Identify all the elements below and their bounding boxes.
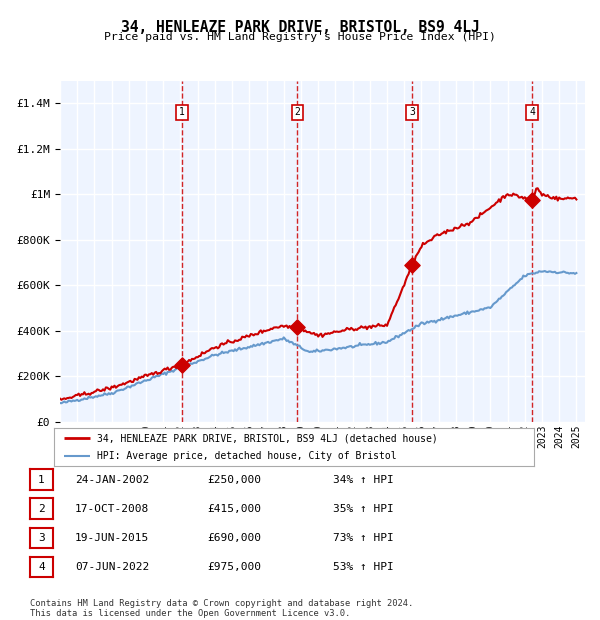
Text: 53% ↑ HPI: 53% ↑ HPI [333,562,394,572]
Text: 1: 1 [179,107,185,117]
Text: Price paid vs. HM Land Registry's House Price Index (HPI): Price paid vs. HM Land Registry's House … [104,32,496,42]
Text: 3: 3 [409,107,415,117]
Text: 4: 4 [529,107,535,117]
Text: 1: 1 [38,474,45,485]
Text: 4: 4 [38,562,45,572]
Point [407,260,417,270]
Text: £415,000: £415,000 [207,504,261,514]
Text: HPI: Average price, detached house, City of Bristol: HPI: Average price, detached house, City… [97,451,397,461]
Text: 34, HENLEAZE PARK DRIVE, BRISTOL, BS9 4LJ (detached house): 34, HENLEAZE PARK DRIVE, BRISTOL, BS9 4L… [97,433,438,443]
Point [293,322,302,332]
Text: This data is licensed under the Open Government Licence v3.0.: This data is licensed under the Open Gov… [30,609,350,618]
Text: 2: 2 [295,107,301,117]
Text: 17-OCT-2008: 17-OCT-2008 [75,504,149,514]
Text: 35% ↑ HPI: 35% ↑ HPI [333,504,394,514]
Point [527,195,537,205]
Text: 3: 3 [38,533,45,543]
Text: 2: 2 [38,503,45,514]
Text: £975,000: £975,000 [207,562,261,572]
Text: 19-JUN-2015: 19-JUN-2015 [75,533,149,543]
Text: 73% ↑ HPI: 73% ↑ HPI [333,533,394,543]
Text: £690,000: £690,000 [207,533,261,543]
Text: Contains HM Land Registry data © Crown copyright and database right 2024.: Contains HM Land Registry data © Crown c… [30,600,413,608]
Text: 34% ↑ HPI: 34% ↑ HPI [333,475,394,485]
Point [177,360,187,370]
Text: 07-JUN-2022: 07-JUN-2022 [75,562,149,572]
Text: 34, HENLEAZE PARK DRIVE, BRISTOL, BS9 4LJ: 34, HENLEAZE PARK DRIVE, BRISTOL, BS9 4L… [121,20,479,35]
Text: 24-JAN-2002: 24-JAN-2002 [75,475,149,485]
Text: £250,000: £250,000 [207,475,261,485]
